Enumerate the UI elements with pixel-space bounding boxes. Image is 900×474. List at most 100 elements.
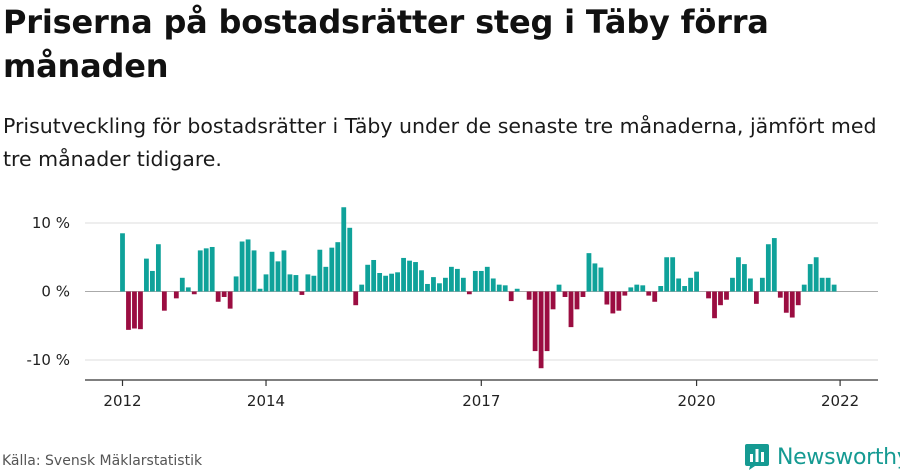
bar — [197, 250, 203, 292]
bar — [568, 291, 574, 328]
bar — [532, 291, 538, 352]
bar — [586, 253, 592, 292]
bar — [419, 270, 424, 292]
bar — [813, 257, 819, 292]
bar — [628, 287, 634, 292]
bar — [150, 270, 155, 292]
chart-axes — [85, 379, 878, 386]
bar — [395, 272, 400, 292]
latest-value-label: 1 % — [825, 195, 854, 199]
bar — [807, 264, 813, 292]
bar — [550, 291, 556, 310]
bar — [789, 291, 795, 318]
bar — [706, 291, 711, 299]
bar — [819, 277, 825, 292]
x-tick-label: 2017 — [462, 392, 500, 410]
bar — [329, 247, 335, 292]
bar — [120, 233, 125, 292]
bar — [736, 257, 741, 292]
bar — [371, 259, 377, 292]
x-tick-label: 2020 — [677, 392, 715, 410]
bar — [251, 250, 257, 292]
source-note: Källa: Svensk Mäklarstatistik — [2, 453, 203, 469]
y-tick-label: 0 % — [41, 283, 70, 301]
bar — [484, 266, 490, 292]
bar — [676, 278, 682, 292]
bar — [407, 260, 412, 292]
bar — [544, 291, 550, 352]
bar — [221, 291, 227, 297]
bar — [263, 274, 269, 292]
bar — [335, 242, 341, 292]
brand: Newsworthy — [744, 441, 900, 473]
bar — [616, 291, 622, 311]
bar — [185, 287, 191, 292]
x-tick-label: 2012 — [103, 392, 141, 410]
bar — [299, 291, 305, 295]
bar — [730, 277, 735, 292]
bar — [437, 283, 442, 292]
bar — [753, 291, 759, 304]
bar — [353, 291, 359, 306]
page-subtitle: Prisutveckling för bostadsrätter i Täby … — [3, 114, 877, 171]
bar — [670, 257, 676, 292]
bar — [574, 291, 580, 310]
bar — [365, 264, 371, 292]
x-tick-label: 2022 — [821, 392, 859, 410]
bar — [144, 258, 149, 292]
bar — [658, 286, 664, 292]
bar — [413, 262, 418, 292]
bar — [341, 207, 347, 292]
bar — [173, 291, 179, 299]
bar — [825, 277, 831, 292]
bar — [688, 277, 693, 292]
bar — [646, 291, 652, 296]
bar — [562, 291, 568, 297]
bar — [377, 273, 383, 292]
bar — [831, 284, 837, 292]
bar — [538, 291, 544, 369]
bar — [347, 227, 353, 292]
bar — [514, 288, 520, 292]
bar — [155, 244, 161, 292]
bar — [604, 291, 610, 305]
bar — [203, 248, 209, 292]
bar — [496, 284, 502, 292]
bar — [556, 284, 562, 292]
bar — [443, 277, 448, 292]
bar — [269, 251, 275, 292]
bar — [287, 274, 293, 292]
chart-bars — [120, 207, 837, 369]
bar — [682, 286, 688, 292]
bar — [759, 277, 765, 292]
bar — [317, 249, 323, 292]
price-change-chart: 10 % 0 % -10 % 2012 2014 2017 2020 2022 1 % — [26, 195, 878, 410]
bar — [598, 267, 604, 292]
bar — [765, 244, 771, 292]
bar — [652, 291, 658, 302]
bar — [401, 257, 406, 292]
bar — [389, 273, 394, 292]
bar — [801, 284, 807, 292]
bar — [634, 284, 640, 292]
bar — [694, 271, 699, 292]
bar — [526, 291, 532, 300]
bar — [502, 285, 508, 292]
bar — [359, 284, 365, 292]
bar — [161, 291, 167, 311]
bar — [640, 285, 646, 292]
bar — [293, 275, 299, 292]
bar — [425, 283, 430, 292]
bar — [795, 291, 801, 306]
bar — [323, 266, 329, 292]
bar — [592, 263, 598, 292]
bar — [275, 261, 281, 292]
bar — [508, 291, 514, 302]
bar — [777, 291, 783, 298]
bar — [490, 278, 496, 292]
bar — [191, 291, 197, 295]
y-tick-label: -10 % — [26, 351, 70, 369]
bar — [209, 246, 215, 292]
bar — [431, 277, 436, 292]
bar — [311, 275, 317, 292]
